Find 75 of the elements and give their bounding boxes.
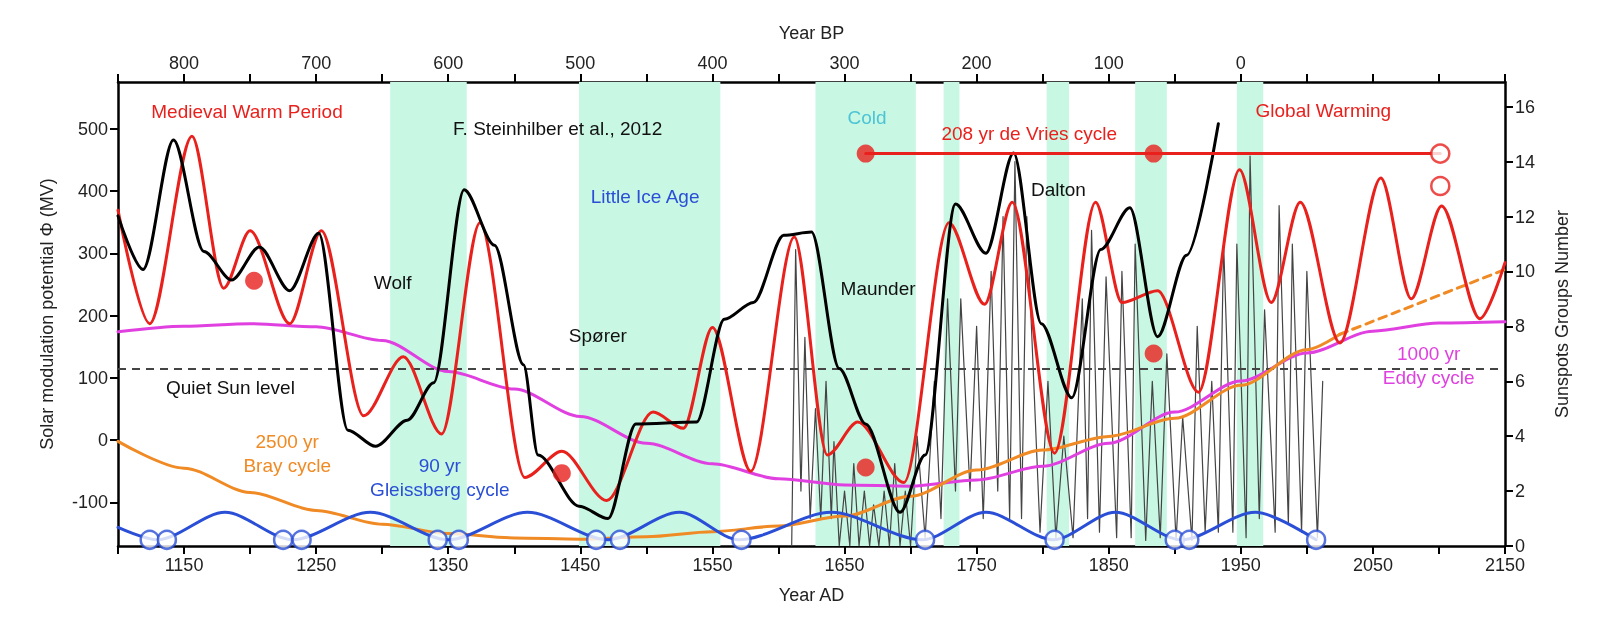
y2-tick-label: 0: [1515, 536, 1526, 556]
y2-tick-label: 2: [1515, 481, 1526, 502]
point: [1305, 529, 1327, 551]
point: [1144, 344, 1163, 363]
x2-tick-label: 100: [1093, 53, 1124, 73]
y-tick-label: 0: [97, 430, 108, 451]
series-label: 1000 yr Eddy cycle: [1382, 343, 1475, 388]
point: [156, 529, 178, 551]
x-tick-label: 1550: [692, 555, 733, 575]
band-label: Maunder: [840, 278, 917, 300]
point: [1179, 529, 1200, 551]
y-axis-title: Solar modulation potential Φ (MV): [37, 178, 57, 450]
annotation: Cold: [847, 106, 887, 128]
y2-tick-label: 10: [1515, 261, 1536, 282]
x-tick-label: 1650: [824, 555, 865, 575]
x-tick-label: 1950: [1220, 555, 1261, 575]
point: [291, 529, 312, 551]
point: [448, 529, 470, 551]
point: [1430, 175, 1451, 197]
series-label: 2500 yr Bray cycle: [243, 430, 332, 476]
x2-tick-label: 600: [433, 53, 464, 73]
y-tick-label: 400: [77, 180, 108, 201]
y2-tick-label: 16: [1515, 96, 1536, 117]
point: [139, 529, 160, 551]
x2-tick-label: 800: [169, 53, 200, 73]
series-label: 208 yr de Vries cycle: [941, 123, 1118, 144]
point: [245, 271, 264, 290]
x2-tick-label: 0: [1235, 53, 1246, 73]
point: [731, 529, 752, 551]
x-axis-title: Year AD: [778, 585, 845, 605]
y2-tick-label: 8: [1515, 316, 1526, 337]
y2-tick-label: 14: [1515, 151, 1536, 172]
x2-tick-label: 200: [961, 53, 992, 73]
band-label: Dalton: [1030, 179, 1086, 201]
x-tick-label: 1850: [1088, 555, 1129, 575]
x-tick-label: 1250: [296, 555, 337, 575]
x2-tick-label: 400: [697, 53, 728, 73]
y-tick-label: 200: [77, 305, 108, 326]
annotation: Global Warming: [1255, 99, 1392, 121]
point: [914, 529, 936, 551]
point: [585, 529, 607, 551]
ref-line-label: Quiet Sun level: [166, 377, 295, 399]
annotation: F. Steinhilber et al., 2012: [453, 118, 663, 140]
x-tick-label: 1750: [956, 555, 997, 575]
y2-tick-label: 6: [1515, 371, 1526, 392]
annotation: Medieval Warm Period: [151, 101, 343, 123]
band-label: Wolf: [373, 271, 413, 293]
series-label: 90 yr Gleissberg cycle: [370, 454, 510, 500]
y-tick-label: 100: [77, 367, 108, 388]
x-tick-label: 1150: [164, 555, 204, 575]
x2-tick-label: 500: [565, 53, 596, 73]
y2-axis-title: Sunspots Groups Number: [1552, 209, 1572, 419]
band-label: Spører: [568, 324, 628, 346]
x2-axis-title: Year BP: [778, 23, 845, 43]
x2-tick-label: 700: [301, 53, 332, 73]
point: [552, 464, 571, 483]
x-tick-label: 2150: [1484, 555, 1526, 575]
y-tick-label: 300: [77, 243, 108, 264]
y-tick-label: -100: [71, 492, 108, 513]
y2-tick-label: 4: [1515, 426, 1526, 447]
point: [1144, 144, 1163, 163]
annotation: Little Ice Age: [590, 185, 700, 207]
point: [1044, 529, 1065, 551]
point: [272, 529, 294, 551]
x2-tick-label: 300: [829, 53, 860, 73]
point: [856, 458, 875, 477]
point: [427, 529, 448, 551]
point: [609, 529, 631, 551]
point: [1430, 143, 1451, 164]
y2-tick-label: 12: [1515, 206, 1536, 227]
x-tick-label: 1450: [560, 555, 601, 575]
x-tick-label: 1350: [428, 555, 469, 575]
point: [856, 144, 875, 163]
y-tick-label: 500: [77, 118, 108, 139]
x-tick-label: 2050: [1352, 555, 1393, 575]
